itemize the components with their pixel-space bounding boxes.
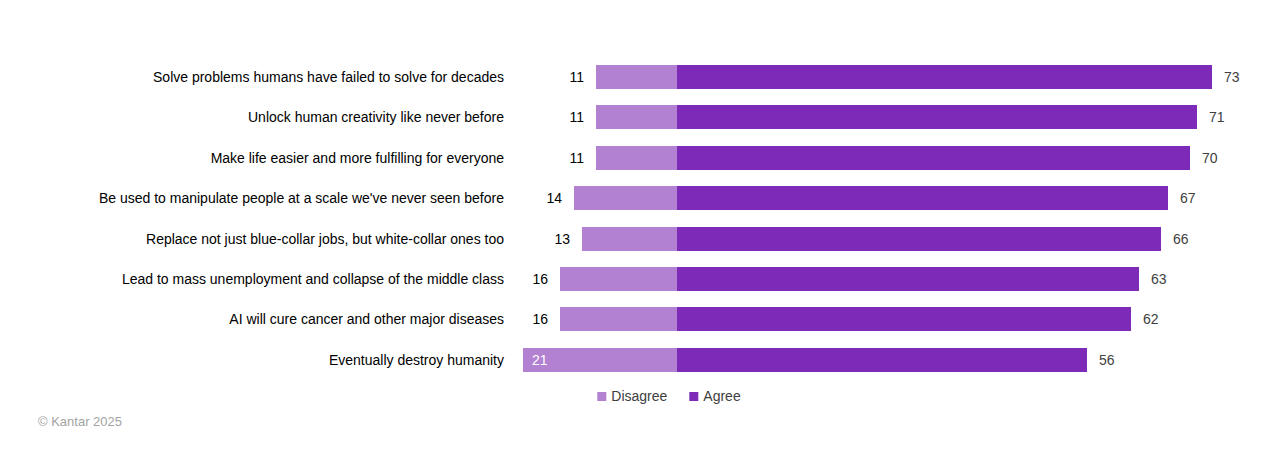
- category-label: Replace not just blue-collar jobs, but w…: [0, 227, 504, 251]
- legend-swatch-disagree-icon: [597, 392, 606, 401]
- disagree-bar: [560, 307, 677, 331]
- legend: Disagree Agree: [597, 388, 740, 404]
- legend-swatch-agree-icon: [689, 392, 698, 401]
- disagree-value-label: 16: [500, 267, 548, 291]
- agree-bar: [677, 65, 1212, 89]
- disagree-value-label: 16: [500, 307, 548, 331]
- category-label: Make life easier and more fulfilling for…: [0, 146, 504, 170]
- agree-value-label: 67: [1180, 186, 1196, 210]
- legend-label-disagree: Disagree: [611, 388, 667, 404]
- agree-bar: [677, 348, 1087, 372]
- agree-value-label: 63: [1151, 267, 1167, 291]
- disagree-value-label: 21: [532, 348, 548, 372]
- disagree-bar: [596, 105, 677, 129]
- category-label: Unlock human creativity like never befor…: [0, 105, 504, 129]
- disagree-bar: [574, 186, 677, 210]
- category-label: Lead to mass unemployment and collapse o…: [0, 267, 504, 291]
- legend-item-disagree: Disagree: [597, 388, 667, 404]
- agree-bar: [677, 227, 1161, 251]
- agree-bar: [677, 146, 1190, 170]
- category-label: Solve problems humans have failed to sol…: [0, 65, 504, 89]
- agree-bar: [677, 186, 1168, 210]
- agree-bar: [677, 267, 1139, 291]
- agree-value-label: 56: [1099, 348, 1115, 372]
- disagree-value-label: 11: [536, 105, 584, 129]
- disagree-bar: [596, 146, 677, 170]
- agree-value-label: 70: [1202, 146, 1218, 170]
- agree-value-label: 71: [1209, 105, 1225, 129]
- disagree-bar: [560, 267, 677, 291]
- disagree-value-label: 11: [536, 146, 584, 170]
- bar-chart: Solve problems humans have failed to sol…: [0, 0, 1280, 472]
- agree-bar: [677, 307, 1131, 331]
- legend-label-agree: Agree: [703, 388, 740, 404]
- disagree-bar: [596, 65, 677, 89]
- disagree-value-label: 14: [514, 186, 562, 210]
- legend-item-agree: Agree: [689, 388, 740, 404]
- category-label: Be used to manipulate people at a scale …: [0, 186, 504, 210]
- category-label: Eventually destroy humanity: [0, 348, 504, 372]
- agree-value-label: 62: [1143, 307, 1159, 331]
- disagree-value-label: 11: [536, 65, 584, 89]
- agree-value-label: 73: [1224, 65, 1240, 89]
- category-label: AI will cure cancer and other major dise…: [0, 307, 504, 331]
- copyright-notice: © Kantar 2025: [38, 414, 122, 429]
- disagree-value-label: 13: [522, 227, 570, 251]
- agree-bar: [677, 105, 1197, 129]
- agree-value-label: 66: [1173, 227, 1189, 251]
- disagree-bar: [582, 227, 677, 251]
